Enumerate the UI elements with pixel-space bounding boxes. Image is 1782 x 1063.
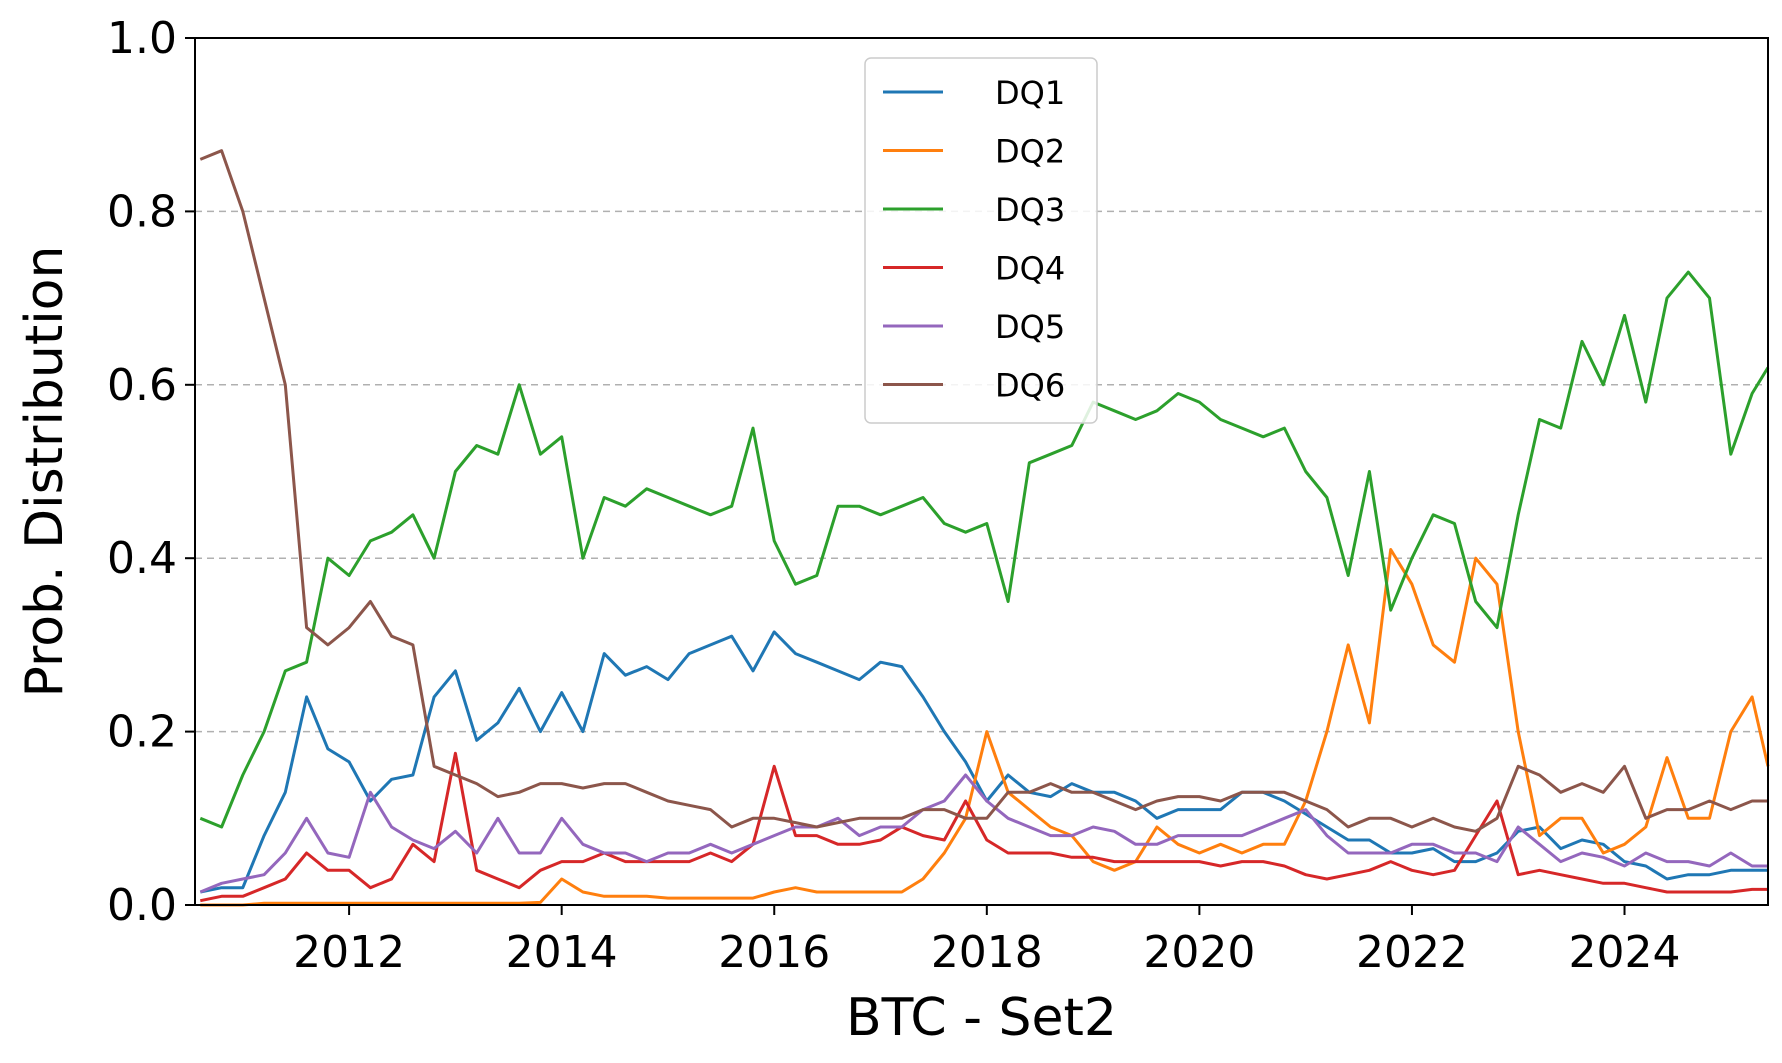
series-layer xyxy=(199,149,1770,907)
series-line-dq4 xyxy=(199,751,1768,903)
legend-label-dq1: DQ1 xyxy=(995,74,1065,112)
legend-label-dq5: DQ5 xyxy=(995,308,1065,346)
y-tick-label: 1.0 xyxy=(107,13,177,64)
series-line-dq3 xyxy=(199,270,1770,829)
series-line-dq2 xyxy=(200,548,1770,907)
legend-label-dq3: DQ3 xyxy=(995,191,1065,229)
y-tick-label: 0.2 xyxy=(107,707,177,758)
legend-label-dq6: DQ6 xyxy=(995,367,1065,405)
x-tick-label: 2014 xyxy=(506,927,618,978)
x-axis-label: BTC - Set2 xyxy=(846,988,1117,1048)
y-tick-label: 0.6 xyxy=(107,360,177,411)
y-tick-label: 0.0 xyxy=(107,880,177,931)
x-tick-label: 2018 xyxy=(931,927,1043,978)
x-tick-label: 2022 xyxy=(1356,927,1468,978)
y-axis-ticks: 0.0 0.2 0.4 0.6 0.8 1.0 xyxy=(107,13,195,931)
legend-label-dq2: DQ2 xyxy=(995,133,1065,171)
series-line-dq6 xyxy=(199,149,1768,833)
legend: DQ1 DQ2 DQ3 DQ4 DQ5 DQ6 xyxy=(864,57,1098,424)
legend-label-dq4: DQ4 xyxy=(995,250,1065,288)
x-tick-label: 2020 xyxy=(1143,927,1255,978)
x-tick-label: 2012 xyxy=(293,927,405,978)
x-axis-ticks: 2012 2014 2016 2018 2020 2022 2024 xyxy=(293,905,1681,978)
y-tick-label: 0.8 xyxy=(107,186,177,237)
x-tick-label: 2016 xyxy=(718,927,830,978)
y-axis-label: Prob. Distribution xyxy=(15,246,75,698)
x-tick-label: 2024 xyxy=(1569,927,1681,978)
series-line-dq5 xyxy=(199,773,1768,894)
plot-frame xyxy=(194,37,1769,906)
y-tick-label: 0.4 xyxy=(107,533,177,584)
